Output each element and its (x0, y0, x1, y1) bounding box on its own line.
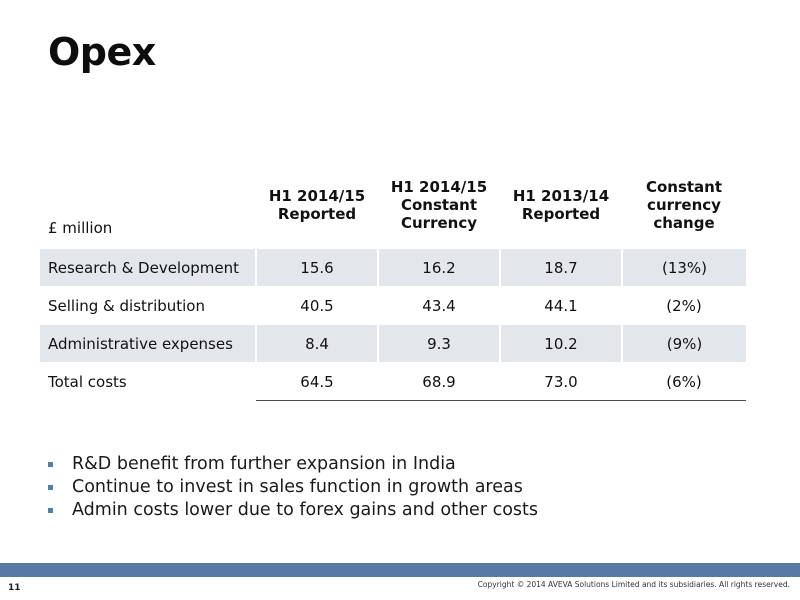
page-number: 11 (8, 583, 21, 593)
table-row-header: £ million (48, 219, 113, 237)
table-cell: 43.4 (378, 286, 500, 325)
table-cell: 64.5 (256, 362, 378, 401)
table-row: Selling & distribution 40.5 43.4 44.1 (2… (40, 286, 746, 325)
row-label: Total costs (48, 372, 127, 391)
column-header: H1 2014/15 Reported (268, 187, 366, 223)
footer-bar (0, 563, 800, 577)
table-cell: 15.6 (255, 249, 378, 287)
opex-table: £ million H1 2014/15 Reported H1 2014/15… (40, 161, 746, 401)
table-cell: 18.7 (499, 249, 622, 287)
bullet-item: Admin costs lower due to forex gains and… (48, 499, 538, 522)
table-cell: (6%) (622, 362, 746, 401)
row-label: Research & Development (40, 249, 256, 287)
table-row: Administrative expenses 8.4 9.3 10.2 (9%… (40, 324, 746, 363)
bullet-list: R&D benefit from further expansion in In… (48, 453, 538, 522)
bullet-square-icon (48, 485, 53, 490)
table-cell: 44.1 (500, 286, 622, 325)
slide-title: Opex (48, 30, 156, 74)
bullet-text: Continue to invest in sales function in … (72, 477, 523, 497)
bullet-square-icon (48, 462, 53, 467)
bullet-text: Admin costs lower due to forex gains and… (72, 500, 539, 520)
bullet-text: R&D benefit from further expansion in In… (72, 454, 456, 474)
column-header: Constant currency change (645, 178, 723, 232)
row-label: Administrative expenses (40, 324, 256, 363)
table-cell: 68.9 (378, 362, 500, 401)
table-cell: 16.2 (377, 249, 500, 287)
table-cell: 10.2 (499, 324, 622, 363)
table-cell: (9%) (621, 324, 746, 363)
table-cell: 40.5 (256, 286, 378, 325)
column-header: H1 2014/15 Constant Currency (390, 178, 488, 232)
table-total-row: Total costs 64.5 68.9 73.0 (6%) (40, 362, 746, 401)
column-header: H1 2013/14 Reported (512, 187, 610, 223)
copyright-notice: Copyright © 2014 AVEVA Solutions Limited… (477, 580, 790, 589)
bullet-item: R&D benefit from further expansion in In… (48, 453, 538, 476)
table-cell: (13%) (621, 249, 746, 287)
bullet-item: Continue to invest in sales function in … (48, 476, 538, 499)
table-row: Research & Development 15.6 16.2 18.7 (1… (40, 249, 746, 287)
table-cell: 9.3 (377, 324, 500, 363)
table-header-row: £ million H1 2014/15 Reported H1 2014/15… (40, 161, 746, 249)
table-cell: 8.4 (255, 324, 378, 363)
bullet-square-icon (48, 508, 53, 513)
row-label: Selling & distribution (40, 286, 256, 325)
table-cell: 73.0 (500, 362, 622, 401)
table-cell: (2%) (622, 286, 746, 325)
